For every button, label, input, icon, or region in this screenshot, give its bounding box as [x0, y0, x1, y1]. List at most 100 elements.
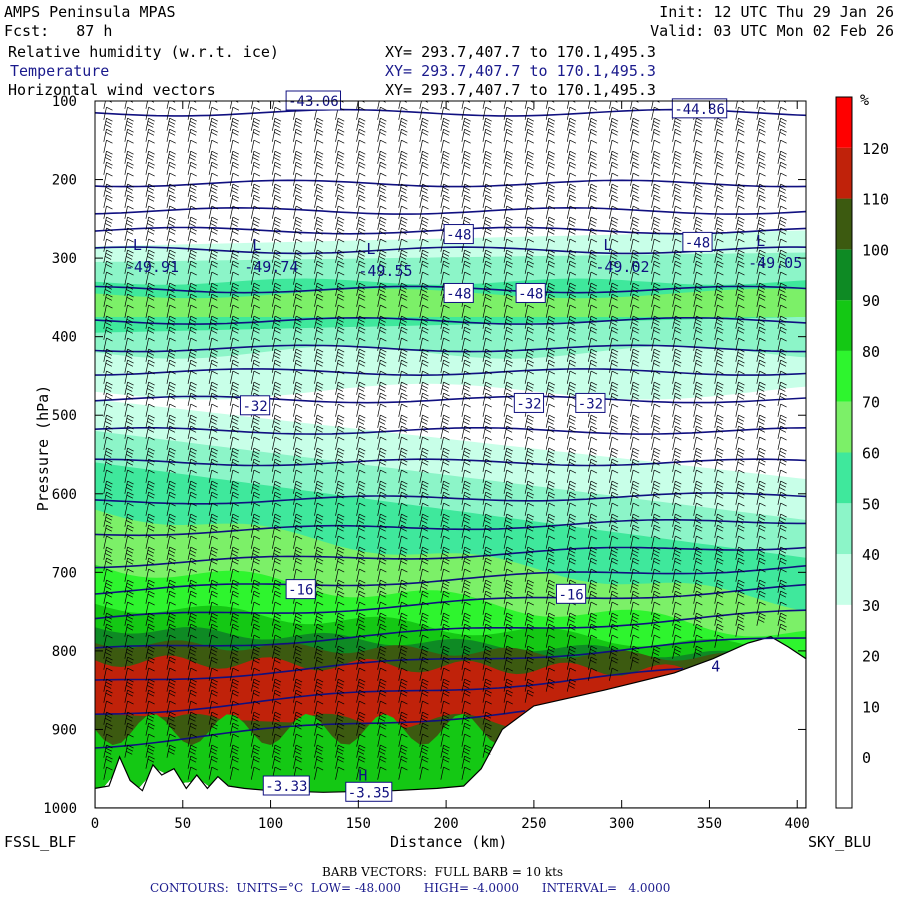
wind-barb-feather [253, 161, 261, 166]
wind-barb-feather [190, 139, 197, 144]
wind-barb-feather [255, 101, 260, 103]
wind-barb-shaft [250, 327, 255, 340]
wind-barb-feather [147, 223, 154, 227]
wind-barb-feather [316, 296, 323, 301]
wind-barb [166, 128, 176, 142]
wind-barb-feather [274, 172, 282, 177]
wind-barb-feather [359, 161, 366, 166]
wind-barb-shaft [187, 535, 192, 549]
wind-barb-feather [253, 326, 261, 331]
wind-barb [145, 315, 155, 329]
wind-barb-shaft [356, 129, 360, 142]
wind-barb-feather [105, 549, 112, 554]
wind-barb-shaft [208, 656, 213, 670]
wind-barb-shaft [103, 371, 107, 384]
wind-barb-feather [210, 395, 218, 400]
wind-barb-feather [232, 183, 240, 188]
wind-barb-feather [232, 524, 240, 529]
wind-barb-feather [106, 579, 113, 584]
wind-barb-feather [189, 582, 197, 587]
wind-barb-feather [127, 227, 134, 232]
wind-barb-feather [358, 428, 365, 433]
wind-barb [250, 436, 261, 450]
wind-barb-shaft [356, 272, 360, 285]
wind-barb [271, 238, 282, 252]
wind-barb-feather [358, 417, 365, 422]
wind-barb-shaft [314, 173, 318, 186]
wind-barb-feather [274, 494, 281, 499]
wind-barb-feather [148, 183, 155, 188]
wind-barb-feather [168, 164, 176, 169]
isotherm-line [95, 344, 806, 353]
wind-barb-feather [253, 722, 261, 727]
wind-barb-feather [104, 256, 112, 260]
wind-barb [124, 700, 134, 714]
wind-barb-shaft [124, 502, 128, 516]
wind-barb-feather [211, 425, 218, 430]
wind-barb-feather [105, 516, 112, 521]
wind-barb-feather [169, 370, 176, 375]
wind-barb-feather [233, 96, 239, 99]
wind-barb-feather [359, 96, 365, 99]
wind-barb-shaft [335, 766, 339, 780]
wind-barb-feather [336, 454, 344, 458]
wind-barb [145, 634, 155, 648]
wind-barb-shaft [293, 700, 297, 714]
wind-barb-feather [253, 689, 261, 694]
wind-barb [229, 150, 240, 164]
wind-barb-feather [316, 524, 324, 529]
wind-barb-feather [253, 329, 260, 334]
wind-barb-feather [189, 747, 197, 752]
wind-barb [208, 469, 218, 483]
wind-barb-feather [253, 560, 260, 565]
wind-barb-feather [253, 381, 261, 386]
wind-barb-feather [168, 461, 176, 466]
wind-barb-feather [189, 593, 197, 598]
wind-barb [187, 293, 197, 307]
wind-barb-feather [359, 656, 366, 661]
wind-barb [103, 238, 113, 252]
wind-barb [145, 260, 155, 274]
wind-barb-feather [147, 593, 155, 598]
wind-barb [124, 348, 134, 362]
wind-barb-shaft [229, 239, 234, 252]
wind-barb-feather [316, 436, 324, 441]
wind-barb-feather [169, 513, 176, 518]
wind-barb [293, 128, 303, 142]
wind-barb [187, 678, 197, 692]
wind-barb [166, 733, 176, 747]
wind-barb-feather [338, 535, 345, 540]
wind-barb-feather [295, 491, 303, 496]
wind-barb-feather [148, 458, 155, 463]
wind-barb [271, 755, 282, 769]
wind-barb [187, 491, 197, 505]
wind-barb-feather [357, 454, 365, 458]
wind-barb [335, 656, 345, 670]
wind-barb [124, 216, 134, 230]
wind-barb-feather [274, 549, 281, 554]
wind-barb-feather [253, 315, 261, 320]
wind-barb-feather [315, 487, 322, 491]
wind-barb [356, 601, 366, 615]
wind-barb-feather [295, 304, 303, 309]
wind-barb-feather [357, 619, 365, 623]
wind-barb-shaft [271, 524, 276, 538]
wind-barb-feather [147, 190, 154, 194]
wind-barb [335, 480, 345, 494]
wind-barb-feather [211, 128, 218, 133]
wind-barb-feather [380, 183, 387, 188]
wind-barb-shaft [145, 491, 149, 505]
wind-barb-feather [190, 403, 197, 408]
wind-barb [335, 359, 345, 373]
wind-barb-feather [338, 249, 345, 254]
wind-barb [229, 491, 240, 505]
wind-barb-shaft [250, 162, 255, 175]
wind-barb [229, 502, 240, 516]
wind-barb-shaft [229, 656, 234, 670]
wind-barb-shaft [187, 162, 192, 175]
wind-barb-feather [316, 733, 324, 738]
wind-barb-shaft [229, 722, 234, 736]
wind-barb-feather [357, 520, 365, 524]
wind-barb [314, 370, 324, 384]
wind-barb-feather [358, 725, 365, 730]
